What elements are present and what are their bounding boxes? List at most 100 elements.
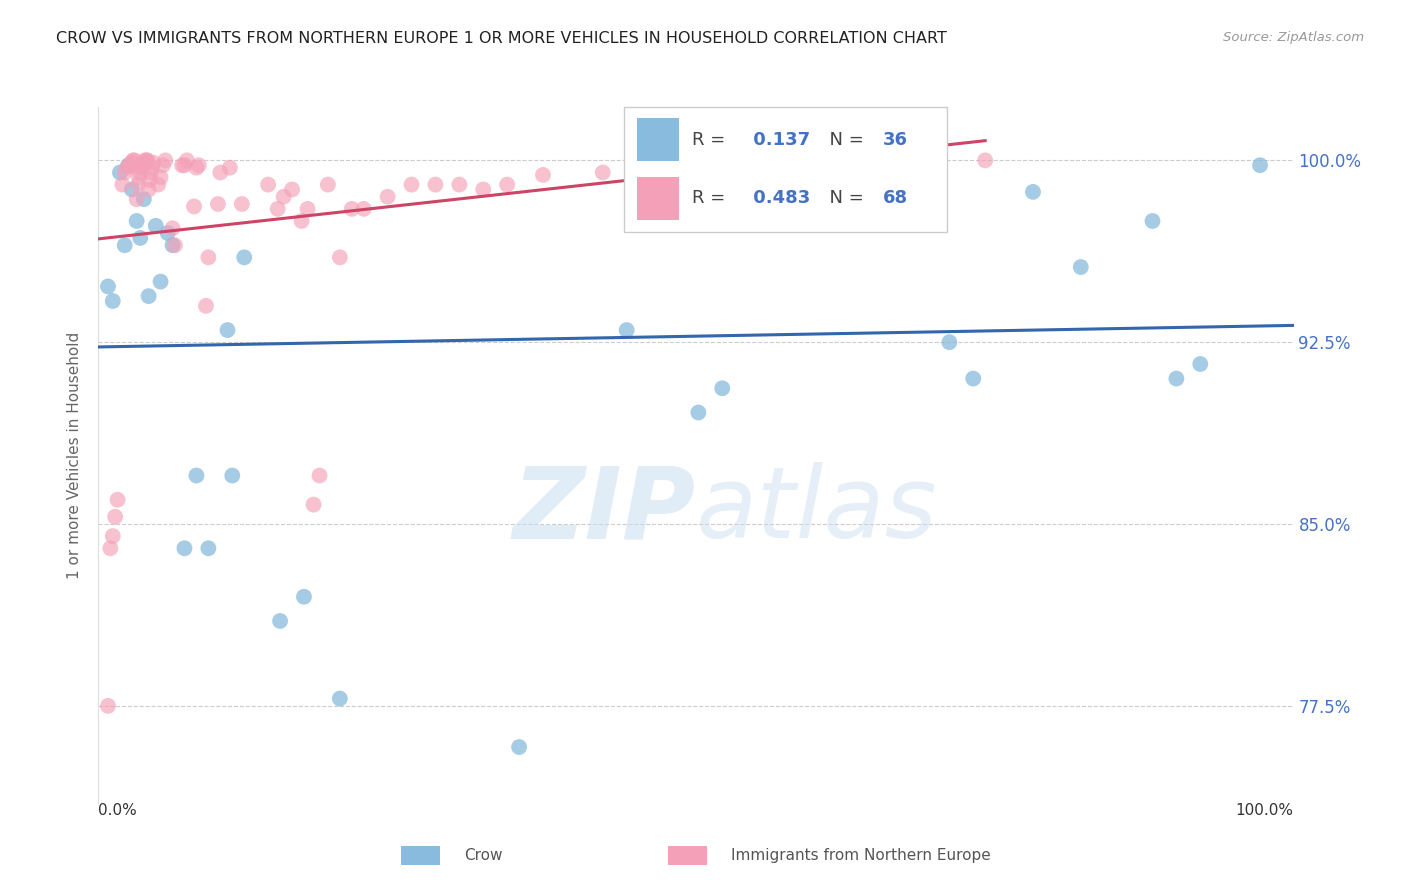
Point xyxy=(138,182,160,196)
Point xyxy=(449,178,471,192)
Point xyxy=(114,238,136,252)
Point xyxy=(269,614,291,628)
Point xyxy=(127,178,149,192)
Point xyxy=(1142,214,1164,228)
Point xyxy=(173,541,195,556)
Point xyxy=(316,178,339,192)
Y-axis label: 1 or more Vehicles in Household: 1 or more Vehicles in Household xyxy=(67,331,83,579)
Point xyxy=(425,178,447,192)
Point xyxy=(297,202,319,216)
Text: ZIP: ZIP xyxy=(513,462,696,559)
Point xyxy=(197,251,219,265)
Point xyxy=(132,192,155,206)
Point xyxy=(134,153,156,168)
Text: atlas: atlas xyxy=(696,462,938,559)
FancyBboxPatch shape xyxy=(637,178,679,219)
Point xyxy=(183,199,205,213)
Point xyxy=(233,251,256,265)
Point xyxy=(831,158,853,172)
Point xyxy=(176,153,198,168)
Point xyxy=(97,279,120,293)
Point xyxy=(186,161,208,175)
Point xyxy=(152,158,174,172)
Point xyxy=(329,691,352,706)
Point xyxy=(195,299,218,313)
Point xyxy=(688,161,710,175)
Point xyxy=(187,158,209,172)
Point xyxy=(108,165,131,179)
Point xyxy=(148,178,170,192)
Point xyxy=(125,192,148,206)
Point xyxy=(111,178,134,192)
Point xyxy=(292,590,315,604)
Point xyxy=(219,161,242,175)
Point xyxy=(291,214,314,228)
Text: 0.483: 0.483 xyxy=(747,189,810,208)
Point xyxy=(101,293,124,308)
Point xyxy=(1249,158,1271,172)
Text: 68: 68 xyxy=(883,189,907,208)
Point xyxy=(115,161,138,175)
Text: 36: 36 xyxy=(883,130,907,149)
Point xyxy=(221,468,243,483)
Text: N =: N = xyxy=(818,189,869,208)
Point xyxy=(131,161,153,175)
FancyBboxPatch shape xyxy=(637,119,679,161)
Point xyxy=(281,182,304,196)
Point xyxy=(135,153,157,168)
Point xyxy=(508,739,530,754)
Point xyxy=(149,170,172,185)
Point xyxy=(125,214,148,228)
Point xyxy=(129,231,152,245)
Point xyxy=(938,335,960,350)
Point xyxy=(209,165,232,179)
Point xyxy=(156,226,179,240)
Point xyxy=(149,275,172,289)
Point xyxy=(592,165,614,179)
Point xyxy=(117,158,139,172)
Point xyxy=(141,161,163,175)
Point xyxy=(340,202,363,216)
Text: 0.137: 0.137 xyxy=(747,130,810,149)
Point xyxy=(267,202,290,216)
Text: Immigrants from Northern Europe: Immigrants from Northern Europe xyxy=(731,848,991,863)
FancyBboxPatch shape xyxy=(624,107,948,232)
Point xyxy=(217,323,239,337)
Point xyxy=(101,529,124,543)
Point xyxy=(231,197,253,211)
Point xyxy=(121,182,143,196)
Point xyxy=(162,238,184,252)
Text: N =: N = xyxy=(818,130,869,149)
Point xyxy=(962,371,984,385)
Point xyxy=(329,251,352,265)
Text: 0.0%: 0.0% xyxy=(98,803,138,818)
Point xyxy=(155,153,177,168)
Point xyxy=(129,165,152,179)
Point xyxy=(162,221,184,235)
Point xyxy=(118,158,141,172)
Point xyxy=(124,153,146,168)
Point xyxy=(496,178,519,192)
Point xyxy=(128,170,150,185)
Text: Crow: Crow xyxy=(464,848,502,863)
Point xyxy=(121,156,143,170)
Point xyxy=(107,492,129,507)
Point xyxy=(831,214,853,228)
Point xyxy=(377,190,399,204)
Point xyxy=(100,541,122,556)
Point xyxy=(139,173,162,187)
Point xyxy=(1022,185,1045,199)
Point xyxy=(132,156,155,170)
Point xyxy=(197,541,219,556)
Point xyxy=(114,165,136,179)
Point xyxy=(207,197,229,211)
Point xyxy=(616,323,638,337)
Point xyxy=(1166,371,1188,385)
Point xyxy=(531,168,554,182)
Point xyxy=(172,158,194,172)
Point xyxy=(688,405,710,419)
Point xyxy=(145,219,167,233)
Point xyxy=(273,190,295,204)
Point xyxy=(138,289,160,303)
Point xyxy=(186,468,208,483)
